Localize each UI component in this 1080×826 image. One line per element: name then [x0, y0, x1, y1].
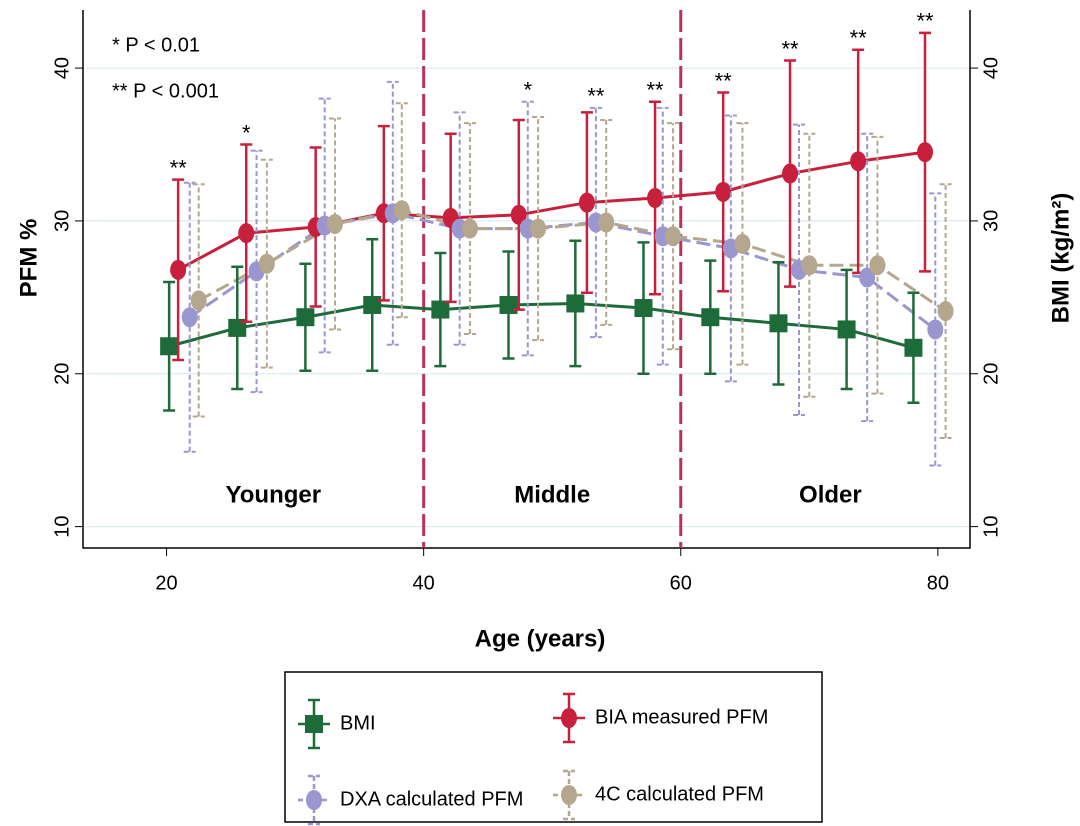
annotation: ** P < 0.001 [112, 80, 219, 102]
marker [394, 200, 410, 220]
chart: Age (years) PFM % BMI (kg/m²) * P < 0.01… [0, 0, 1080, 826]
marker [296, 308, 314, 326]
legend-marker [561, 785, 577, 805]
marker [238, 223, 254, 243]
y2-axis-label: BMI (kg/m²) [1047, 193, 1074, 324]
marker [160, 337, 178, 355]
x-tick-label: 40 [413, 572, 435, 594]
y2-tick-label: 40 [980, 57, 1002, 79]
legend-marker [306, 790, 322, 810]
marker [917, 142, 933, 162]
x-tick-label: 20 [155, 572, 177, 594]
significance-label: ** [646, 78, 664, 103]
significance-label: ** [916, 9, 934, 34]
marker [170, 260, 186, 280]
legend-label: DXA calculated PFM [340, 788, 523, 810]
legend-label: BIA measured PFM [595, 706, 768, 728]
significance-label: ** [587, 84, 605, 109]
marker [782, 164, 798, 184]
y-tick-label: 30 [51, 210, 73, 232]
marker [850, 151, 866, 171]
x-axis-label: Age (years) [475, 625, 606, 652]
significance-label: * [524, 78, 533, 103]
marker [701, 308, 719, 326]
marker [927, 319, 943, 339]
marker [182, 307, 198, 327]
region-label: Middle [514, 481, 590, 508]
legend-marker [305, 715, 323, 733]
legend-label: 4C calculated PFM [595, 783, 764, 805]
marker [259, 254, 275, 274]
significance-label: ** [781, 36, 799, 61]
marker [634, 299, 652, 317]
significance-label: ** [850, 26, 868, 51]
legend-label: BMI [340, 712, 376, 734]
y-tick-label: 40 [51, 57, 73, 79]
y-tick-label: 20 [51, 363, 73, 385]
y2-tick-label: 10 [980, 515, 1002, 537]
marker [715, 182, 731, 202]
region-label: Younger [226, 481, 322, 508]
marker [579, 193, 595, 213]
marker [838, 320, 856, 338]
marker [363, 296, 381, 314]
marker [647, 188, 663, 208]
marker [530, 219, 546, 239]
marker [191, 290, 207, 310]
marker [665, 226, 681, 246]
marker [566, 294, 584, 312]
marker [500, 296, 518, 314]
y-tick-label: 10 [51, 515, 73, 537]
marker [801, 255, 817, 275]
marker [769, 314, 787, 332]
marker [869, 255, 885, 275]
x-tick-label: 60 [670, 572, 692, 594]
significance-label: ** [715, 68, 733, 93]
significance-label: * [242, 120, 251, 145]
x-tick-label: 80 [927, 572, 949, 594]
marker [904, 339, 922, 357]
y2-tick-label: 30 [980, 210, 1002, 232]
marker [462, 219, 478, 239]
y2-tick-label: 20 [980, 363, 1002, 385]
marker [431, 301, 449, 319]
annotation: * P < 0.01 [112, 34, 200, 56]
region-label: Older [799, 481, 862, 508]
significance-label: ** [170, 155, 188, 180]
marker [598, 212, 614, 232]
marker [734, 234, 750, 254]
marker [327, 214, 343, 234]
marker [938, 301, 954, 321]
legend-marker [561, 708, 577, 728]
y-axis-label: PFM % [15, 219, 42, 298]
